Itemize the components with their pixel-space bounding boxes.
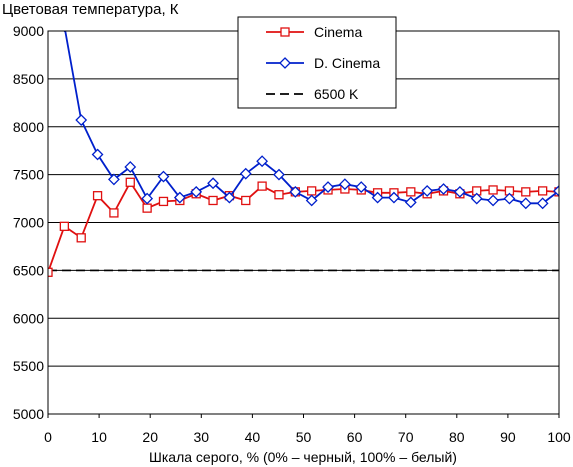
- data-point-cinema: [125, 177, 135, 187]
- legend-label-6500-k: 6500 K: [314, 86, 359, 102]
- y-tick-label: 6000: [13, 310, 44, 326]
- chart-title: Цветовая температура, К: [2, 1, 179, 18]
- y-tick-label: 5000: [13, 406, 44, 422]
- data-point-d-cinema: [437, 183, 450, 195]
- x-tick-label: 0: [44, 429, 52, 445]
- x-axis-label: Шкала серого, % (0% – черный, 100% – бел…: [149, 449, 457, 465]
- x-tick-label: 100: [547, 429, 571, 445]
- series-d-cinema: [63, 31, 559, 210]
- data-point-d-cinema: [91, 148, 104, 161]
- x-tick-label: 80: [449, 429, 465, 445]
- data-point-cinema: [76, 233, 86, 243]
- data-point-d-cinema: [487, 194, 500, 207]
- data-point-d-cinema: [63, 31, 66, 33]
- y-tick-label: 5500: [13, 358, 44, 374]
- series-layer: [48, 31, 559, 277]
- data-point-cinema: [257, 181, 267, 191]
- data-point-cinema: [92, 191, 103, 201]
- data-point-cinema: [488, 185, 498, 195]
- data-point-cinema: [48, 267, 53, 277]
- legend: Cinema D. Cinema 6500 K: [237, 16, 397, 109]
- data-point-d-cinema: [107, 173, 120, 186]
- data-point-cinema: [109, 208, 119, 218]
- y-tick-label: 6500: [13, 262, 44, 278]
- x-tick-label: 10: [91, 429, 107, 445]
- data-point-d-cinema: [239, 167, 252, 180]
- data-point-d-cinema: [124, 161, 137, 173]
- data-point-d-cinema: [453, 185, 466, 198]
- data-point-d-cinema: [305, 194, 318, 207]
- data-point-cinema: [241, 195, 251, 206]
- data-point-d-cinema: [289, 185, 302, 198]
- data-point-cinema: [208, 195, 218, 206]
- legend-item-6500-k: 6500 K: [266, 86, 359, 102]
- data-point-d-cinema: [207, 177, 219, 190]
- y-axis-tick-labels: 5000 5500 6000 6500 7000 7500 8000 8500 9000: [13, 23, 44, 422]
- data-point-d-cinema: [157, 170, 170, 183]
- y-tick-label: 7000: [13, 215, 44, 231]
- legend-label-cinema: Cinema: [314, 24, 362, 40]
- data-point-d-cinema: [256, 155, 269, 168]
- legend-box: [237, 16, 397, 109]
- y-tick-label: 9000: [13, 23, 44, 39]
- data-point-d-cinema: [553, 184, 559, 197]
- x-tick-label: 70: [398, 429, 414, 445]
- data-point-d-cinema: [141, 192, 154, 205]
- x-tick-label: 20: [142, 429, 158, 445]
- data-point-d-cinema: [75, 114, 88, 126]
- legend-item-cinema: Cinema: [266, 24, 362, 40]
- legend-item-d-cinema: D. Cinema: [266, 55, 380, 71]
- data-point-d-cinema: [371, 191, 384, 204]
- data-point-cinema: [59, 221, 70, 231]
- data-point-d-cinema: [421, 184, 434, 197]
- x-tick-label: 50: [296, 429, 312, 445]
- data-point-cinema: [406, 187, 416, 197]
- data-point-d-cinema: [470, 192, 483, 205]
- data-point-cinema: [274, 190, 284, 200]
- data-point-d-cinema: [503, 192, 516, 205]
- legend-label-d-cinema: D. Cinema: [314, 55, 380, 71]
- data-point-d-cinema: [190, 185, 203, 198]
- data-point-d-cinema: [338, 178, 351, 191]
- x-tick-label: 30: [194, 429, 210, 445]
- data-point-d-cinema: [223, 191, 236, 204]
- data-point-d-cinema: [519, 197, 532, 210]
- data-point-cinema: [521, 187, 531, 197]
- data-point-cinema: [142, 203, 152, 213]
- y-tick-label: 8000: [13, 119, 44, 135]
- x-axis-tick-labels: 0 10 20 30 40 50 60 70 80 90 100: [44, 414, 571, 445]
- data-point-d-cinema: [404, 196, 417, 209]
- y-tick-label: 7500: [13, 167, 44, 183]
- data-point-d-cinema: [322, 181, 334, 193]
- data-point-cinema: [537, 186, 548, 196]
- data-point-d-cinema: [173, 191, 186, 204]
- data-point-cinema: [307, 186, 317, 196]
- x-tick-label: 40: [245, 429, 261, 445]
- x-tick-label: 90: [500, 429, 516, 445]
- data-point-cinema: [158, 196, 169, 207]
- y-tick-label: 8500: [13, 71, 44, 87]
- legend-marker-d-cinema: [279, 57, 291, 69]
- data-point-d-cinema: [355, 181, 368, 193]
- data-point-d-cinema: [536, 197, 549, 210]
- series-cinema: [48, 177, 559, 277]
- legend-marker-cinema: [280, 27, 290, 37]
- data-point-d-cinema: [273, 168, 285, 181]
- data-point-d-cinema: [388, 191, 400, 204]
- x-tick-label: 60: [347, 429, 363, 445]
